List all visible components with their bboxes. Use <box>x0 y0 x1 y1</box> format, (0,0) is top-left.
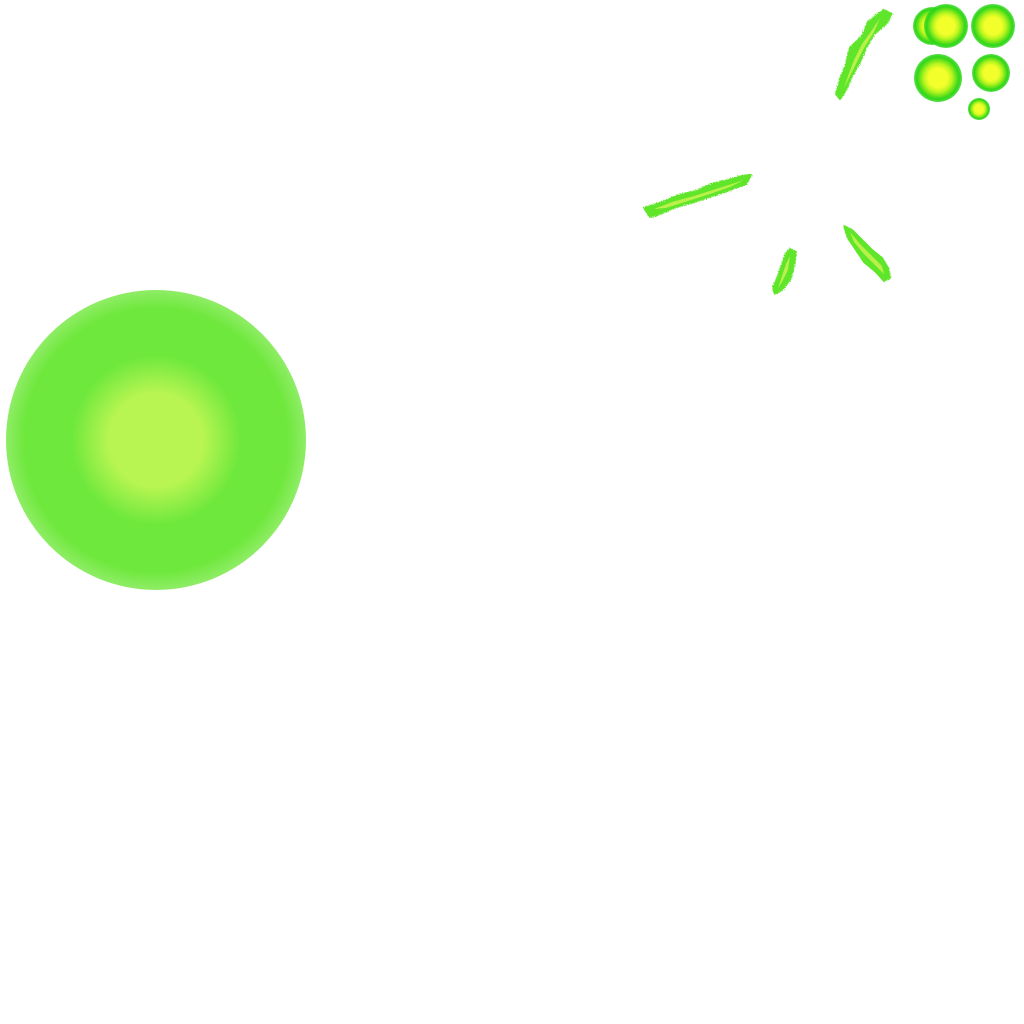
goo-shard-icon <box>835 9 893 100</box>
goo-splat-icon <box>972 54 1010 92</box>
glow-orb-icon <box>6 290 306 590</box>
goo-shard-core <box>844 18 880 88</box>
goo-splat-icon <box>971 4 1015 48</box>
goo-shard-core <box>850 232 884 274</box>
goo-splat-icon <box>914 54 962 102</box>
goo-shard-core <box>654 180 744 209</box>
goo-splat-icon <box>924 4 968 48</box>
goo-shard-core <box>778 256 790 288</box>
goo-splat-icon <box>968 98 990 120</box>
